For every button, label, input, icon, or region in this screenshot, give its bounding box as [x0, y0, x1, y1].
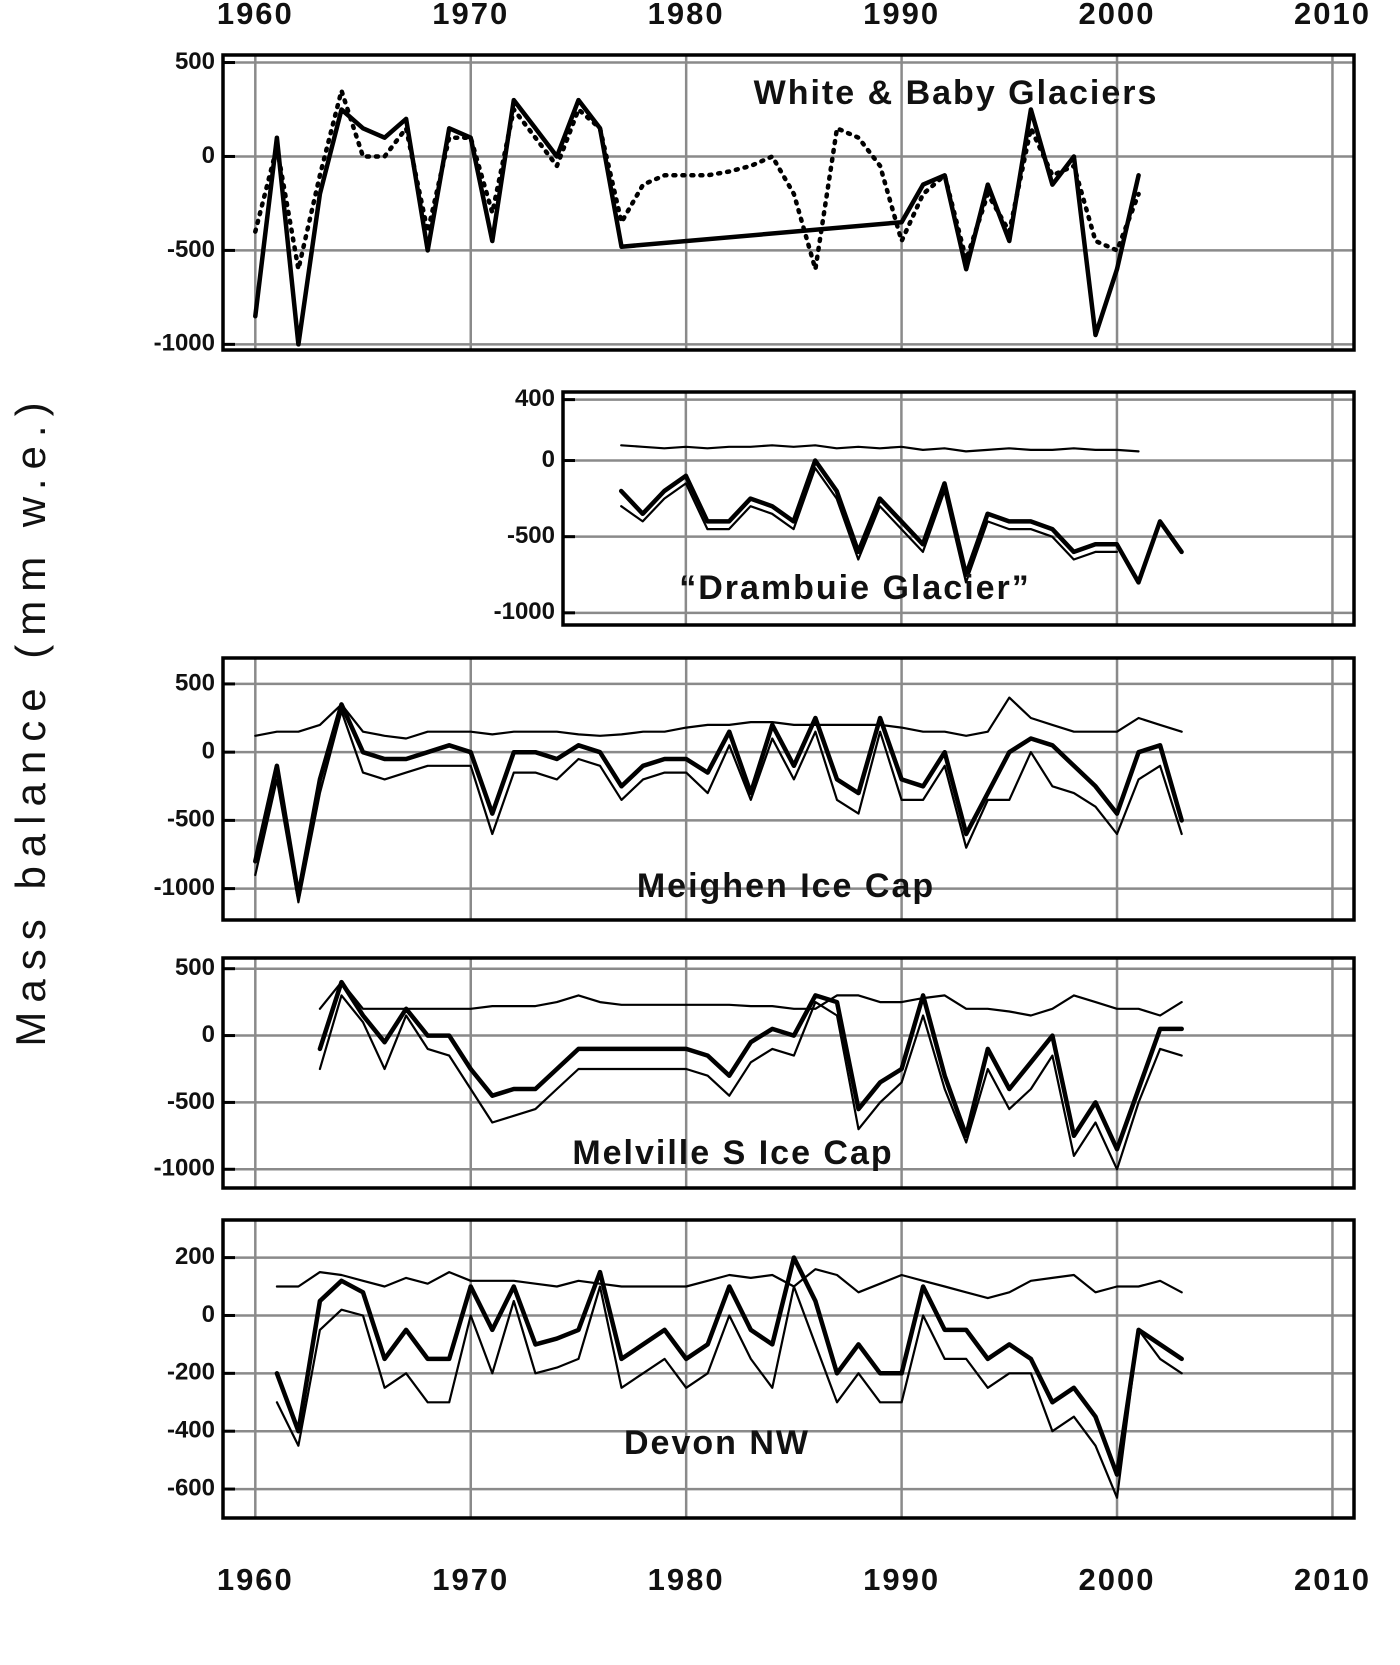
top-x-tick-label: 2010 [1294, 0, 1371, 31]
bottom-x-tick-label: 1970 [432, 1562, 509, 1597]
series-line [620, 467, 1118, 584]
y-tick-label: 500 [175, 954, 215, 981]
y-axis-label: Mass balance (mm w.e.) [7, 393, 54, 1046]
y-tick-label: 0 [542, 446, 555, 473]
series-line [275, 1268, 1183, 1300]
y-tick-label: -1000 [154, 330, 215, 357]
panel-title: White & Baby Glaciers [754, 74, 1159, 112]
series-line [253, 702, 1184, 898]
series-line [620, 444, 1140, 453]
series-line [253, 88, 1141, 272]
y-tick-label: -500 [167, 806, 215, 833]
series-line [318, 994, 1183, 1171]
top-x-tick-label: 2000 [1079, 0, 1156, 31]
panel-frame [561, 390, 1356, 627]
panel-frame [221, 956, 1356, 1190]
panel-title: Meighen Ice Cap [637, 867, 935, 905]
y-tick-label: 500 [175, 48, 215, 75]
y-tick-label: 0 [202, 1021, 215, 1048]
bottom-x-tick-label: 2000 [1079, 1562, 1156, 1597]
panel-title: Melville S Ice Cap [572, 1134, 893, 1172]
y-tick-label: -1000 [154, 1155, 215, 1182]
series-line [254, 696, 1183, 740]
panel-title: Devon NW [624, 1424, 810, 1462]
bottom-x-tick-label: 1980 [648, 1562, 725, 1597]
y-tick-label: -1000 [494, 598, 555, 625]
bottom-x-tick-label: 2010 [1294, 1562, 1371, 1597]
panel-frame [221, 656, 1356, 922]
y-tick-label: -1000 [154, 874, 215, 901]
series-line [254, 710, 1183, 904]
top-x-tick-label: 1990 [863, 0, 940, 31]
bottom-x-tick-label: 1990 [863, 1562, 940, 1597]
y-tick-label: 200 [175, 1243, 215, 1270]
panel-frame [221, 1218, 1356, 1520]
y-tick-label: 500 [175, 669, 215, 696]
series-line [275, 1285, 1183, 1499]
panel-title: “Drambuie Glacier” [679, 569, 1031, 607]
series-line [274, 1255, 1184, 1477]
y-tick-label: -500 [167, 1088, 215, 1115]
y-tick-label: 0 [202, 1301, 215, 1328]
top-x-tick-label: 1970 [432, 0, 509, 31]
y-tick-label: -600 [167, 1474, 215, 1501]
series-line [618, 458, 1184, 585]
y-tick-label: 0 [202, 738, 215, 765]
y-tick-label: 0 [202, 142, 215, 169]
series-line [317, 979, 1184, 1152]
top-x-tick-label: 1980 [648, 0, 725, 31]
series-line [318, 981, 1183, 1017]
y-tick-label: -500 [507, 522, 555, 549]
bottom-x-tick-label: 1960 [217, 1562, 294, 1597]
top-x-tick-label: 1960 [217, 0, 294, 31]
y-tick-label: -200 [167, 1359, 215, 1386]
series-line [253, 97, 1141, 347]
y-tick-label: -500 [167, 236, 215, 263]
y-tick-label: 400 [515, 385, 555, 412]
y-tick-label: -400 [167, 1417, 215, 1444]
panel-frame [221, 53, 1356, 352]
